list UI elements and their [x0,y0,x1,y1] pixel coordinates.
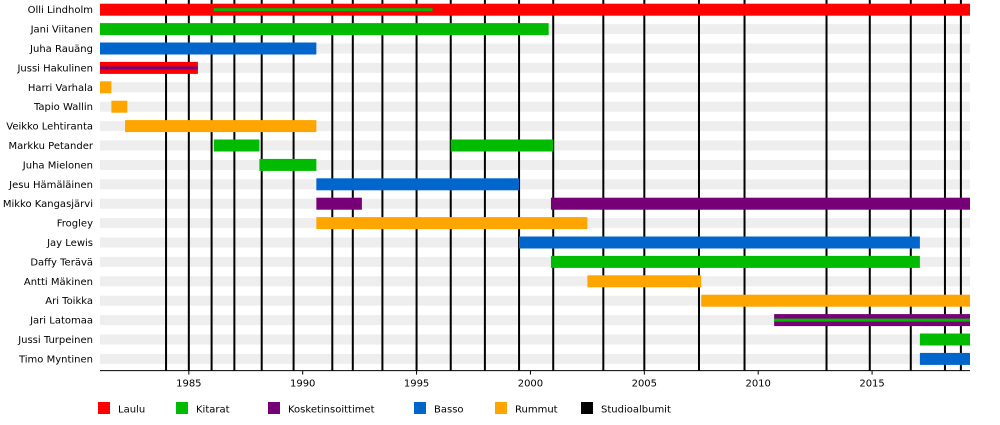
member-name: Daffy Terävä [30,257,93,268]
row-band [100,276,970,287]
legend-swatch [414,402,426,414]
member-name: Antti Mäkinen [24,277,93,288]
legend-swatch [268,402,280,414]
row-band [100,256,970,267]
member-bar [213,139,260,152]
member-bar [587,275,702,288]
row-grid [100,4,970,364]
member-name: Harri Varhala [28,83,93,94]
x-axis: 1985 1990 1995 2000 2005 2010 2015 [100,370,970,390]
member-name: Jani Viitanen [30,25,93,36]
row-band [100,315,970,326]
member-bar [259,158,317,171]
row-band [100,62,970,73]
legend-label: Rummut [515,405,558,416]
member-bar [919,333,970,346]
row-band [100,334,970,345]
member-name: Jussi Turpeinen [17,335,93,346]
member-bar [550,255,920,268]
member-bar-secondary [213,8,433,12]
member-bar [125,120,317,133]
row-band [100,198,970,209]
member-name: Mikko Kangasjärvi [3,199,93,210]
member-name: Markku Petander [9,141,94,152]
member-bar [919,352,970,365]
member-bar [316,197,362,210]
legend-label: Kosketinsoittimet [288,405,375,416]
member-bar [701,294,970,307]
member-name: Jari Latomaa [29,316,93,327]
member-bar [519,236,920,249]
member-name: Jesu Hämäläinen [8,180,93,191]
legend-label: Basso [434,405,464,416]
member-name: Ari Toikka [45,296,93,307]
x-tick-label: 1995 [404,379,429,390]
member-bar-secondary [774,318,970,322]
row-band [100,82,970,93]
member-bar [316,217,588,230]
row-band [100,101,970,112]
legend-swatch [581,402,593,414]
row-band [100,121,970,132]
member-name: Juha Mielonen [22,160,93,171]
member-bar [316,178,520,191]
legend-label: Studioalbumit [601,405,671,416]
x-tick-label: 2010 [745,379,770,390]
member-bar [100,3,970,16]
member-name: Timo Myntinen [18,354,93,365]
member-name: Jussi Hakulinen [16,63,93,74]
member-bar [450,139,554,152]
x-tick-label: 2015 [859,379,884,390]
row-band [100,159,970,170]
legend-swatch [98,402,110,414]
member-names: Olli Lindholm Jani Viitanen Juha Rauäng Jus… [3,5,94,365]
member-name: Jay Lewis [46,238,93,249]
member-name: Frogley [57,219,93,230]
legend-swatch [176,402,188,414]
member-bar [111,100,128,113]
member-name: Juha Rauäng [29,44,93,55]
row-band [100,43,970,54]
row-band [100,295,970,306]
member-bar [100,42,317,55]
legend-swatch [495,402,507,414]
member-bar [100,81,112,94]
member-name: Veikko Lehtiranta [6,122,93,133]
member-name: Tapio Wallin [33,102,93,113]
row-band [100,353,970,364]
row-band [100,179,970,190]
member-bars [100,3,970,365]
legend: Laulu Kitarat Kosketinsoittimet Basso Rummut… [98,402,671,416]
member-name: Olli Lindholm [28,5,93,16]
member-bar [550,197,970,210]
member-bar-secondary [100,66,198,70]
member-bar [100,23,549,36]
x-tick-label: 2005 [632,379,657,390]
x-tick-label: 1990 [290,379,315,390]
legend-label: Kitarat [196,405,230,416]
legend-label: Laulu [118,405,145,416]
x-tick-label: 2000 [518,379,543,390]
x-tick-label: 1985 [176,379,201,390]
